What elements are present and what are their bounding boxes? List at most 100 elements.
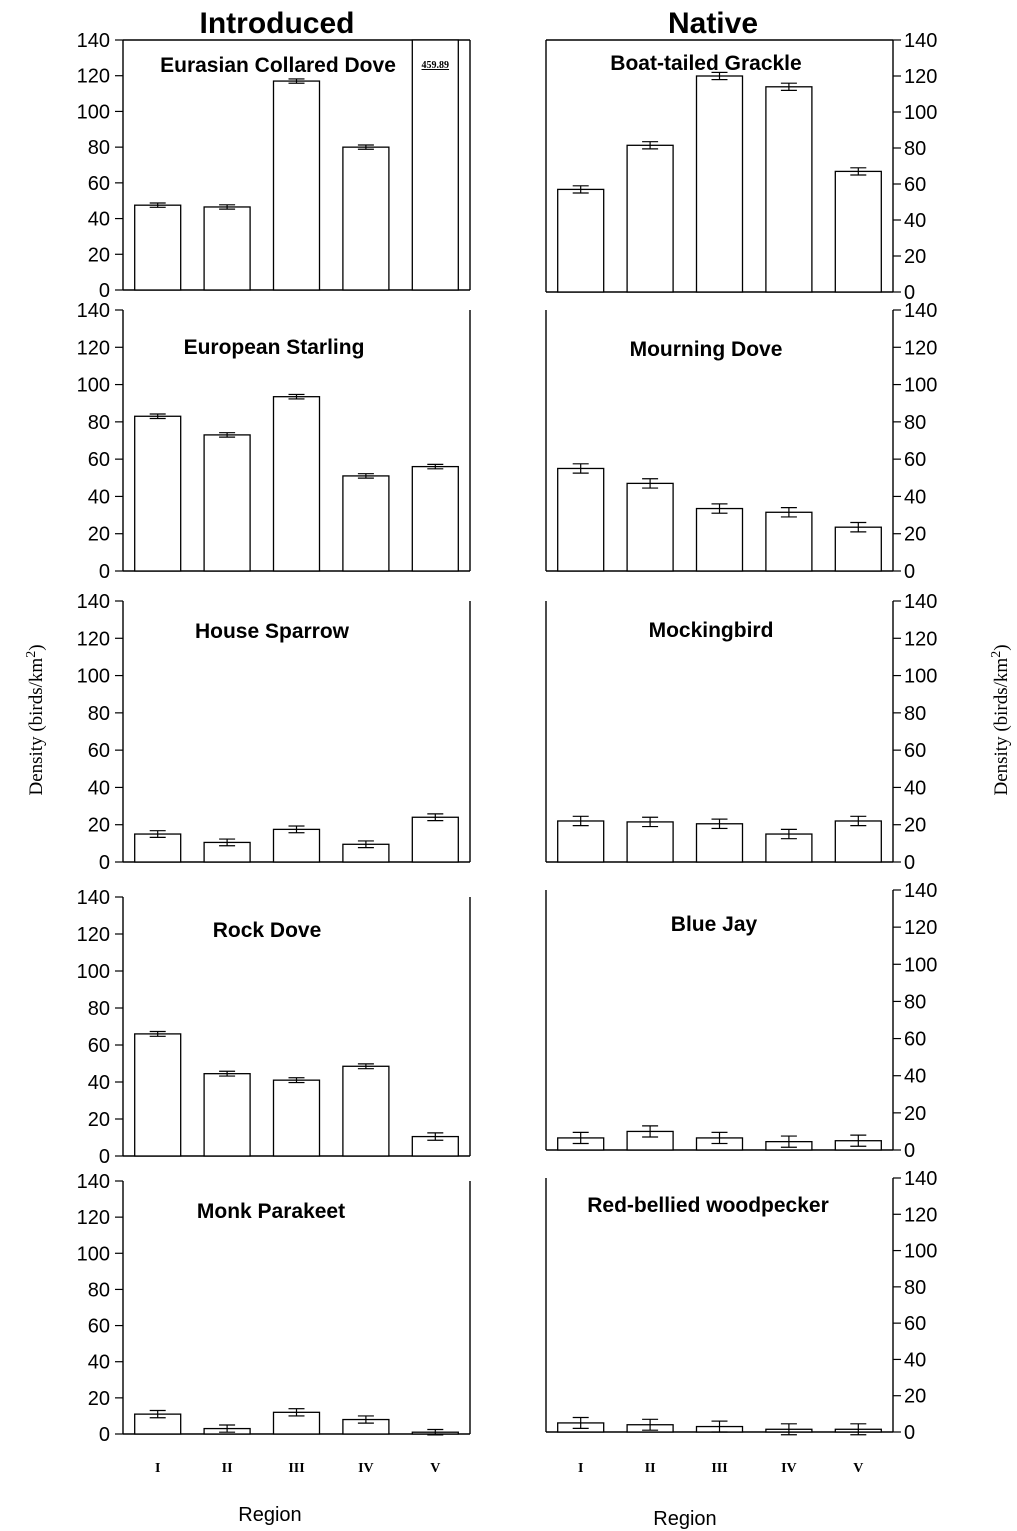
y-tick-label: 20: [904, 1386, 926, 1408]
y-axis-label-right-end: ): [991, 644, 1012, 650]
bar: [272, 396, 321, 572]
y-tick-label: 100: [77, 1243, 110, 1265]
y-tick-label: 40: [904, 777, 926, 799]
panels: 0 20 40 60 80 100 120 140 Eurasian Collared Dove…: [77, 30, 938, 1476]
y-tick-label: 20: [904, 815, 926, 837]
y-tick-label: 0: [99, 1146, 110, 1168]
bar: [834, 526, 882, 572]
x-tick-label: IV: [358, 1461, 374, 1476]
chart-panel: 0 20 40 60 80 100 120 140 Mourning Dove: [545, 300, 937, 583]
y-tick-label: 20: [88, 244, 110, 266]
bar: [834, 820, 882, 863]
y-tick-label: 140: [77, 591, 110, 613]
x-tick-label: III: [711, 1461, 727, 1476]
panel-title: Red-bellied woodpecker: [587, 1194, 829, 1217]
y-tick-label: 120: [77, 628, 110, 650]
chart-panel: 0 20 40 60 80 100 120 140 House Sparrow: [77, 591, 471, 874]
bar: [411, 39, 459, 291]
x-axis-label-right: Region: [653, 1508, 716, 1530]
bar: [272, 828, 321, 863]
y-tick-label: 140: [904, 300, 937, 322]
y-tick-label: 0: [904, 1140, 915, 1162]
y-tick-label: 140: [77, 300, 110, 322]
bar: [134, 204, 182, 291]
chart-panel: 0 20 40 60 80 100 120 140 Red-bellied woodpecker…: [545, 1168, 937, 1476]
y-tick-label: 100: [904, 954, 937, 976]
y-tick-label: 0: [99, 561, 110, 583]
bar: [695, 507, 744, 572]
y-axis-label-left: Density (birds/km2): [24, 644, 48, 795]
y-tick-label: 100: [77, 101, 110, 123]
y-tick-label: 100: [77, 961, 110, 983]
panel-title: Boat-tailed Grackle: [610, 52, 801, 75]
y-tick-label: 80: [904, 412, 926, 434]
y-tick-label: 140: [904, 1168, 937, 1190]
y-tick-label: 20: [88, 1109, 110, 1131]
x-tick-label: II: [222, 1461, 233, 1476]
y-tick-label: 60: [88, 449, 110, 471]
y-tick-label: 80: [88, 998, 110, 1020]
y-tick-label: 0: [904, 561, 915, 583]
bar: [272, 80, 321, 291]
y-tick-label: 80: [904, 703, 926, 725]
x-tick-label: I: [155, 1461, 160, 1476]
x-tick-label: IV: [781, 1461, 797, 1476]
y-tick-label: 120: [904, 1204, 937, 1226]
y-tick-label: 20: [904, 246, 926, 268]
y-tick-label: 80: [904, 991, 926, 1013]
y-tick-label: 120: [904, 66, 937, 88]
x-tick-label: II: [645, 1461, 656, 1476]
y-tick-label: 60: [904, 740, 926, 762]
y-axis-label-right: Density (birds/km2): [989, 644, 1013, 795]
bar: [695, 75, 744, 293]
y-tick-label: 20: [904, 1103, 926, 1125]
y-tick-label: 140: [77, 30, 110, 52]
y-tick-label: 0: [904, 852, 915, 874]
y-tick-label: 40: [904, 486, 926, 508]
y-tick-label: 40: [88, 209, 110, 231]
y-tick-label: 140: [77, 1171, 110, 1193]
y-axis-label-right-main: Density (birds/km: [991, 658, 1012, 796]
bar: [203, 206, 251, 291]
y-tick-label: 140: [77, 887, 110, 909]
y-tick-label: 60: [88, 1035, 110, 1057]
bar: [342, 146, 390, 291]
y-tick-label: 120: [77, 66, 110, 88]
y-tick-label: 100: [904, 375, 937, 397]
y-tick-label: 60: [904, 1029, 926, 1051]
y-axis-label-left-main: Density (birds/km: [26, 658, 47, 796]
bar: [834, 170, 882, 293]
y-tick-label: 40: [88, 1352, 110, 1374]
bar: [695, 823, 744, 863]
y-tick-label: 80: [88, 703, 110, 725]
bar: [557, 820, 605, 863]
bar: [626, 821, 674, 863]
y-tick-label: 100: [77, 375, 110, 397]
chart-panel: 0 20 40 60 80 100 120 140 Blue Jay: [545, 880, 937, 1162]
bar: [557, 467, 605, 572]
y-tick-label: 140: [904, 591, 937, 613]
x-tick-label: V: [430, 1461, 440, 1476]
y-tick-label: 120: [77, 1207, 110, 1229]
y-tick-label: 80: [88, 137, 110, 159]
y-tick-label: 20: [88, 815, 110, 837]
y-tick-label: 40: [88, 777, 110, 799]
y-axis-label-right-sup: 2: [989, 651, 1004, 658]
y-tick-label: 20: [88, 1388, 110, 1410]
bar: [626, 482, 674, 572]
x-axis-label-left: Region: [238, 1504, 301, 1526]
y-tick-label: 100: [77, 666, 110, 688]
bar-value-annotation: 459.89: [422, 60, 450, 71]
bar: [765, 511, 813, 572]
y-tick-label: 120: [904, 628, 937, 650]
y-tick-label: 80: [904, 138, 926, 160]
y-tick-label: 40: [88, 1072, 110, 1094]
panel-title: European Starling: [184, 336, 365, 359]
panel-title: Blue Jay: [671, 913, 758, 936]
y-tick-label: 60: [904, 1313, 926, 1335]
y-tick-label: 100: [904, 1241, 937, 1263]
bar: [411, 816, 459, 863]
bar: [765, 86, 813, 293]
